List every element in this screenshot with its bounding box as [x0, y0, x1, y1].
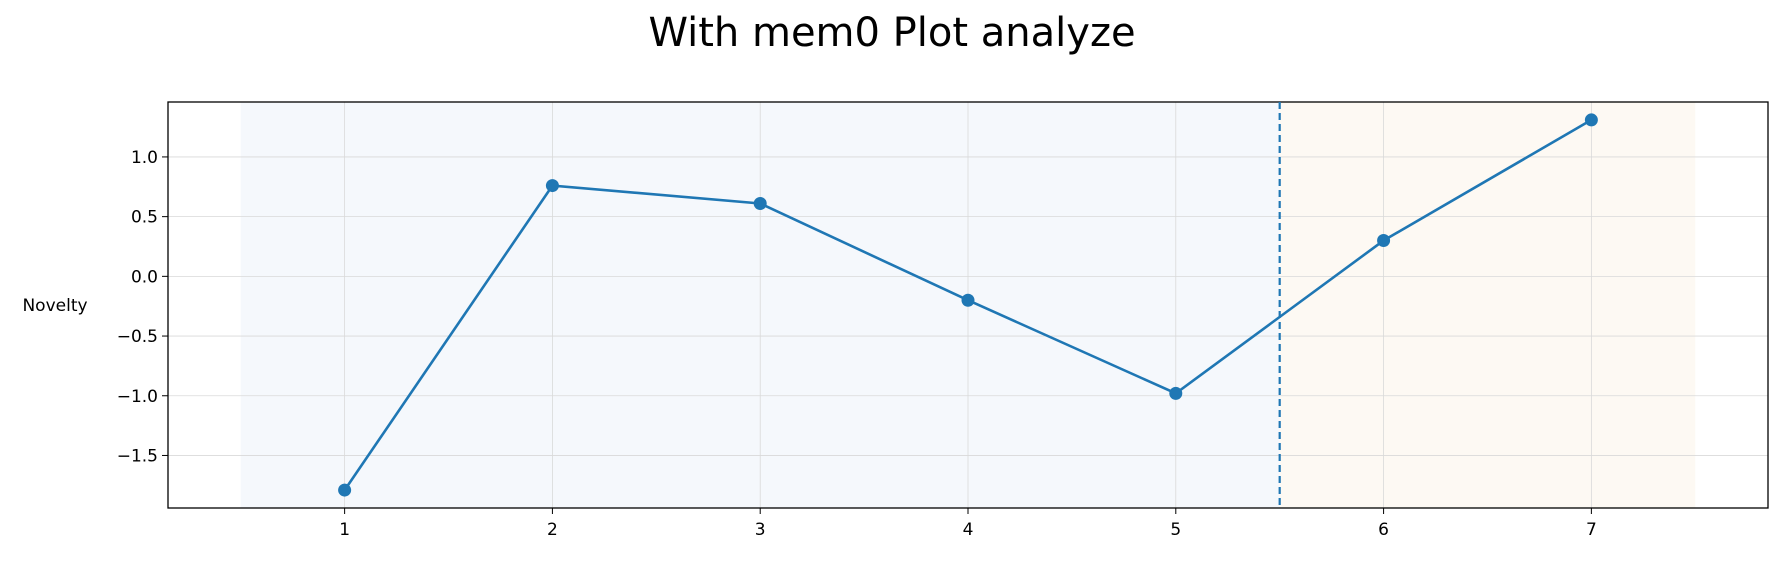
y-tick-label-1: −1.5: [117, 446, 158, 466]
y-tick-label-5: 0.5: [131, 208, 158, 228]
x-tick-label-7: 7: [1586, 520, 1597, 540]
x-tick-label-3: 3: [755, 520, 766, 540]
y-tick-label-2: −1.0: [117, 387, 158, 407]
data-point-1: [338, 483, 352, 497]
x-tick-label-6: 6: [1378, 520, 1389, 540]
shaded-region-2: [1279, 102, 1696, 508]
data-point-5: [1169, 386, 1183, 400]
data-point-3: [753, 197, 767, 210]
data-point-7: [1584, 113, 1598, 127]
x-tick-label-4: 4: [963, 520, 974, 540]
x-tick-label-5: 5: [1170, 520, 1181, 540]
x-tick-label-2: 2: [547, 520, 558, 540]
data-point-4: [961, 293, 975, 307]
y-axis-label: Novelty: [22, 296, 87, 316]
y-tick-label-3: −0.5: [117, 327, 158, 347]
x-tick-label-1: 1: [339, 520, 350, 540]
y-tick-label-6: 1.0: [131, 148, 158, 168]
data-point-6: [1377, 234, 1391, 248]
data-point-2: [545, 179, 559, 193]
y-tick-label-4: 0.0: [131, 267, 158, 287]
chart-title: With mem0 Plot analyze: [648, 10, 1135, 56]
plot-area: 1 2 3 4 5 6 7 −1.5 −1.0 −0.5 0.0 0.5 1.0: [117, 101, 1769, 540]
